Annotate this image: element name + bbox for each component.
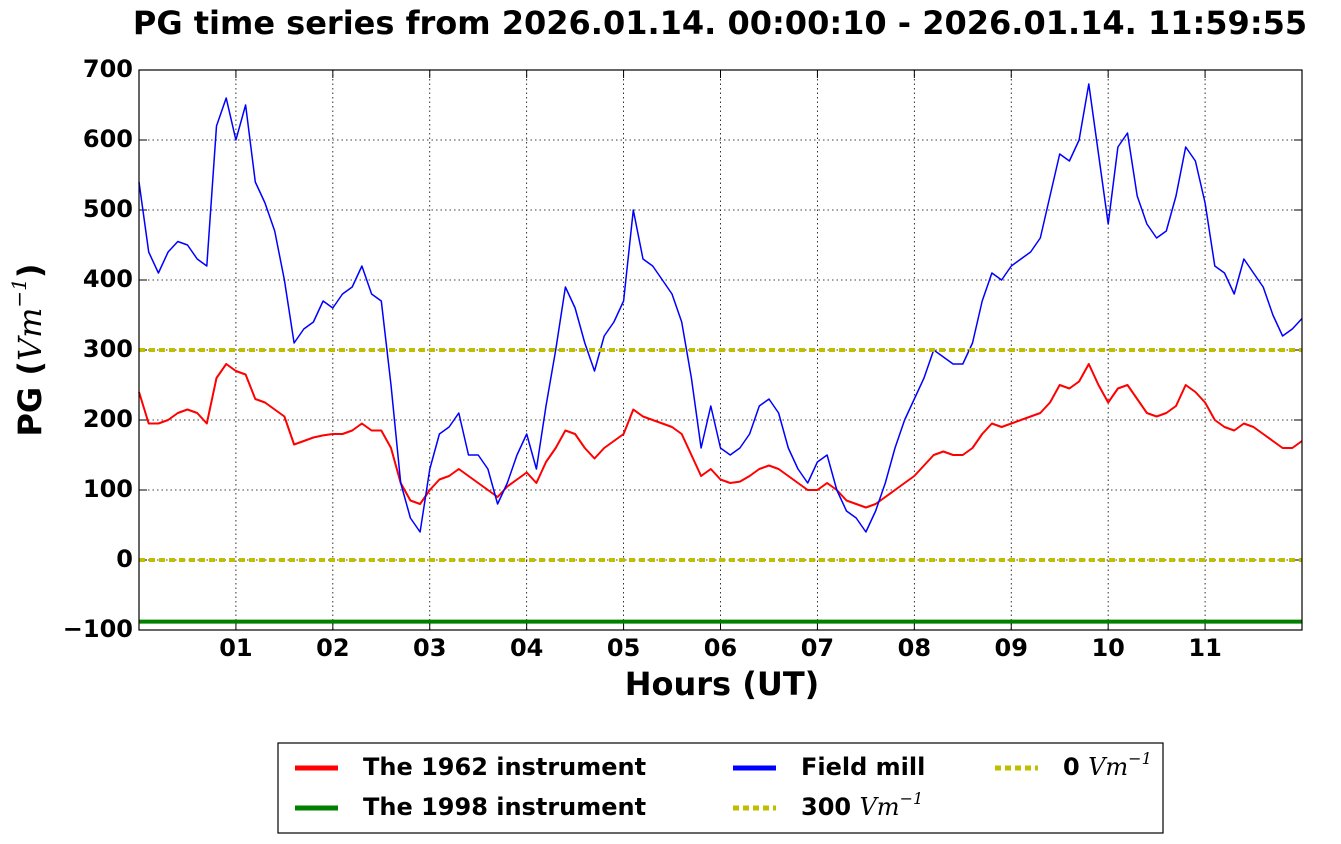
y-axis-label: PG (Vm−1) — [7, 263, 50, 436]
legend-value: 0 — [1063, 753, 1080, 781]
plot-frame — [138, 69, 1303, 631]
y-label-unit: Vm — [11, 308, 49, 361]
series-line — [138, 83, 1303, 533]
x-tick-label: 11 — [1188, 634, 1221, 662]
x-axis-label: Hours (UT) — [625, 665, 820, 703]
y-tick-label: 500 — [83, 195, 133, 223]
legend-label: The 1998 instrument — [363, 793, 646, 821]
y-label-exponent: −1 — [7, 278, 31, 307]
legend-box — [277, 742, 1164, 834]
chart-title: PG time series from 2026.01.14. 00:00:10… — [133, 4, 1307, 42]
x-tick-label: 08 — [898, 634, 931, 662]
x-tick-label: 05 — [607, 634, 640, 662]
x-tick-label: 07 — [801, 634, 834, 662]
y-tick-label: 0 — [116, 545, 133, 573]
plot-area — [138, 69, 1303, 631]
legend-unit: Vm — [859, 793, 899, 821]
series-line — [138, 363, 1303, 509]
y-label-prefix: PG ( — [11, 361, 49, 436]
legend-space — [851, 793, 859, 821]
legend-exponent: −1 — [1128, 749, 1152, 768]
y-tick-label: 700 — [83, 55, 133, 83]
y-tick-label: 100 — [83, 475, 133, 503]
legend-exponent: −1 — [900, 789, 924, 808]
y-tick-label: 200 — [83, 405, 133, 433]
x-tick-label: 04 — [510, 634, 543, 662]
x-tick-label: 01 — [219, 634, 252, 662]
x-tick-label: 06 — [704, 634, 737, 662]
y-tick-label: 600 — [83, 125, 133, 153]
x-tick-label: 09 — [995, 634, 1028, 662]
legend-label: 300 Vm−1 — [801, 789, 923, 822]
x-tick-label: 10 — [1091, 634, 1124, 662]
y-label-suffix: ) — [11, 263, 49, 278]
y-tick-label: 400 — [83, 265, 133, 293]
y-tick-label: −100 — [63, 615, 133, 643]
y-tick-label: 300 — [83, 335, 133, 363]
legend-space — [1080, 753, 1088, 781]
legend-label: The 1962 instrument — [363, 753, 646, 781]
legend-label: Field mill — [801, 753, 925, 781]
legend-label: 0 Vm−1 — [1063, 749, 1152, 782]
x-tick-label: 03 — [413, 634, 446, 662]
legend-value: 300 — [801, 793, 851, 821]
legend: The 1962 instrument The 1998 instrument Fi… — [295, 749, 1152, 822]
legend-unit: Vm — [1088, 753, 1128, 781]
x-tick-label: 02 — [316, 634, 349, 662]
